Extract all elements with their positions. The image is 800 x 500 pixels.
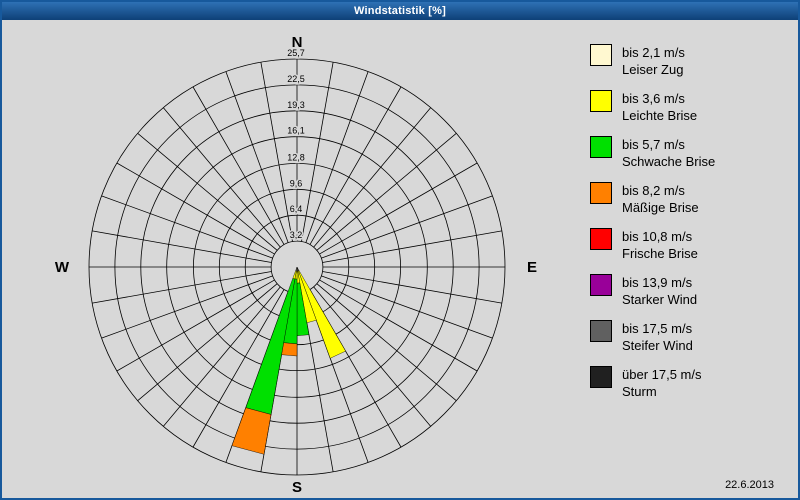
grid-spoke [305,71,369,243]
grid-spoke [322,271,502,304]
legend-color-swatch-icon [590,136,612,158]
grid-spoke [260,62,293,242]
grid-spoke [92,271,272,304]
legend-item: bis 13,9 m/s Starker Wind [590,274,715,308]
legend-item: bis 17,5 m/s Steifer Wind [590,320,715,354]
legend-speed-text: bis 8,2 m/s [622,183,685,198]
legend: bis 2,1 m/s Leiser Zug bis 3,6 m/s Leichte … [590,44,715,412]
ring-tick-label: 9,6 [290,178,303,188]
legend-item: bis 8,2 m/s Mäßige Brise [590,182,715,216]
legend-name-text: Schwache Brise [622,154,716,169]
legend-label: bis 10,8 m/s Frische Brise [622,228,698,262]
legend-color-swatch-icon [590,182,612,204]
compass-west-label: W [55,259,70,276]
ring-tick-label: 3,2 [290,230,303,240]
wind-petal-segment [281,342,298,357]
grid-spoke [101,275,273,339]
grid-spoke [225,71,289,243]
legend-label: bis 8,2 m/s Mäßige Brise [622,182,699,216]
grid-spoke [116,279,275,372]
legend-speed-text: bis 13,9 m/s [622,275,693,290]
grid-spoke [313,286,432,427]
wind-rose-chart: 3,2 6,4 9,6 12,8 16,1 19,3 22,5 25,7N S W E [55,34,537,496]
wind-petal-segment [298,270,346,359]
title-bar: Windstatistik [%] [2,2,798,20]
ring-tick-label: 12,8 [287,152,305,162]
ring-tick-label: 6,4 [290,204,303,214]
legend-name-text: Steifer Wind [622,338,693,353]
legend-color-swatch-icon [590,274,612,296]
window-title: Windstatistik [%] [354,5,446,17]
ring-tick-label: 16,1 [287,126,305,136]
legend-name-text: Sturm [622,384,657,399]
compass-south-label: S [292,479,302,496]
grid-spoke [137,132,278,251]
legend-name-text: Leiser Zug [622,62,684,77]
legend-label: bis 3,6 m/s Leichte Brise [622,90,697,124]
legend-speed-text: bis 5,7 m/s [622,137,685,152]
grid-spoke [319,162,478,255]
wind-petal-segment [231,407,272,455]
ring-tick-label: 25,7 [287,48,305,58]
ring-tick-label: 22,5 [287,74,305,84]
legend-color-swatch-icon [590,44,612,66]
legend-label: bis 2,1 m/s Leiser Zug [622,44,685,78]
ring-tick-label: 19,3 [287,100,305,110]
legend-label: bis 13,9 m/s Starker Wind [622,274,697,308]
legend-color-swatch-icon [590,228,612,250]
grid-spoke [92,230,272,263]
legend-speed-text: über 17,5 m/s [622,367,702,382]
legend-label: über 17,5 m/s Sturm [622,366,702,400]
grid-spoke [301,62,334,242]
legend-speed-text: bis 17,5 m/s [622,321,693,336]
legend-name-text: Frische Brise [622,246,698,261]
legend-color-swatch-icon [590,366,612,388]
legend-name-text: Starker Wind [622,292,698,307]
legend-color-swatch-icon [590,90,612,112]
grid-spoke [192,289,285,448]
grid-spoke [137,283,278,402]
legend-item: über 17,5 m/s Sturm [590,366,715,400]
grid-spoke [321,275,493,339]
grid-spoke [116,162,275,255]
legend-label: bis 17,5 m/s Steifer Wind [622,320,693,354]
grid-spoke [313,107,432,248]
compass-east-label: E [527,259,537,276]
legend-label: bis 5,7 m/s Schwache Brise [622,136,715,170]
legend-speed-text: bis 10,8 m/s [622,229,693,244]
legend-item: bis 3,6 m/s Leichte Brise [590,90,715,124]
compass-north-label: N [292,34,303,51]
legend-item: bis 2,1 m/s Leiser Zug [590,44,715,78]
legend-name-text: Leichte Brise [622,108,698,123]
date-label: 22.6.2013 [725,479,774,491]
grid-spoke [309,86,402,245]
legend-color-swatch-icon [590,320,612,342]
grid-spoke [322,230,502,263]
legend-item: bis 5,7 m/s Schwache Brise [590,136,715,170]
grid-spoke [162,286,281,427]
grid-spoke [316,283,457,402]
grid-spoke [321,195,493,259]
grid-spoke [316,132,457,251]
grid-spoke [101,195,273,259]
legend-speed-text: bis 2,1 m/s [622,45,685,60]
legend-speed-text: bis 3,6 m/s [622,91,685,106]
grid-spoke [162,107,281,248]
grid-spoke [319,279,478,372]
legend-name-text: Mäßige Brise [622,200,699,215]
legend-item: bis 10,8 m/s Frische Brise [590,228,715,262]
grid-spoke [192,86,285,245]
